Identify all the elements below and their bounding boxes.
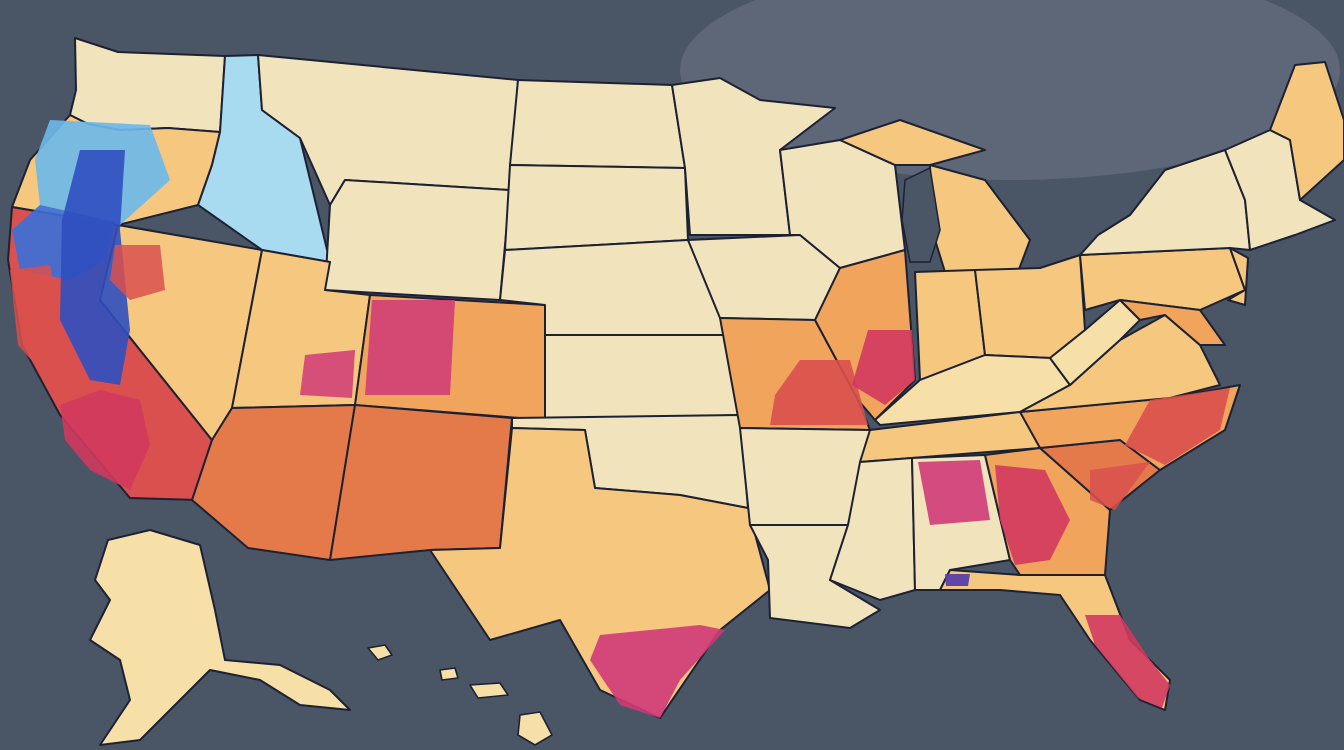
- state-wa[interactable]: [69, 37, 226, 133]
- hotspot-al-magenta: [918, 460, 990, 525]
- state-mi[interactable]: [929, 164, 1031, 273]
- hotspot-ca-valley-deep-blue: [60, 150, 130, 385]
- state-sd[interactable]: [504, 164, 689, 251]
- lake-michigan: [901, 166, 941, 263]
- state-me[interactable]: [1269, 61, 1344, 201]
- state-ks[interactable]: [544, 334, 741, 421]
- state-fl[interactable]: [939, 569, 1171, 711]
- hotspot-tx-magenta: [590, 625, 725, 718]
- state-md[interactable]: [1119, 299, 1226, 346]
- state-pa[interactable]: [1079, 247, 1246, 311]
- hotspot-nv-red: [110, 245, 165, 300]
- state-nm[interactable]: [329, 404, 513, 561]
- hotspot-ca-north-red: [10, 265, 60, 370]
- hotspot-nc-red: [1125, 388, 1230, 465]
- ocean-haze: [680, 0, 1340, 180]
- hotspot-il-crimson: [852, 330, 915, 405]
- state-mi-up[interactable]: [839, 119, 986, 166]
- hotspot-fl-crimson: [1085, 615, 1170, 708]
- hawaii-islands: [367, 644, 553, 746]
- hotspot-co-magenta: [365, 300, 455, 395]
- hotspot-ga-crimson: [995, 465, 1070, 565]
- state-ak[interactable]: [89, 529, 351, 746]
- state-va[interactable]: [1019, 314, 1221, 413]
- hotspot-ca-south-crimson: [60, 390, 150, 490]
- state-hi-4[interactable]: [517, 711, 553, 746]
- state-wy[interactable]: [324, 179, 511, 301]
- state-nd[interactable]: [509, 79, 686, 169]
- state-nj[interactable]: [1227, 247, 1249, 306]
- hotspot-fl-purple: [945, 574, 970, 586]
- hotspot-ut-magenta: [300, 350, 355, 398]
- hotspot-sc-red: [1090, 462, 1150, 510]
- state-hi-1[interactable]: [367, 644, 393, 661]
- hotspot-mo-red: [770, 360, 868, 425]
- state-hi-2[interactable]: [439, 667, 459, 681]
- intensity-overlay: [10, 120, 1230, 718]
- state-hi-3[interactable]: [469, 682, 509, 699]
